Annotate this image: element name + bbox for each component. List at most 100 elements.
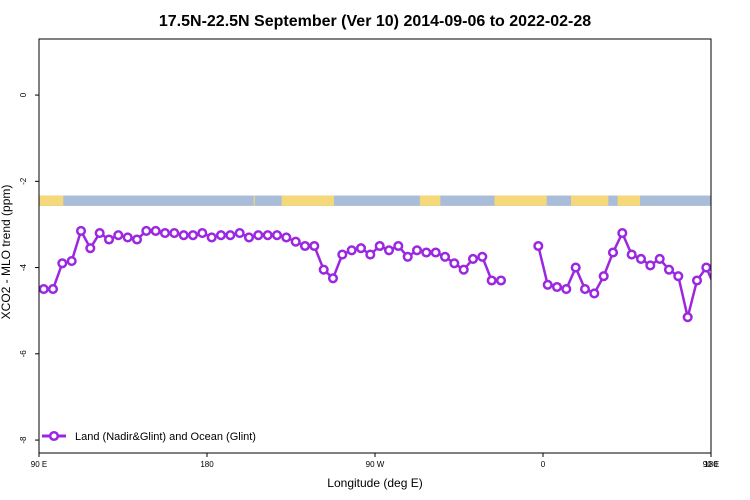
- data-point: [553, 283, 561, 291]
- data-point: [544, 281, 552, 289]
- data-point: [675, 272, 683, 280]
- data-point: [740, 255, 748, 263]
- data-point: [637, 255, 645, 263]
- data-point: [441, 253, 449, 261]
- data-point: [712, 285, 720, 293]
- data-point: [329, 275, 337, 283]
- data-point: [535, 242, 543, 250]
- ocean-band: [39, 196, 711, 206]
- x-tick-label: 180: [200, 460, 214, 469]
- legend: Land (Nadir&Glint) and Ocean (Glint): [42, 431, 256, 443]
- data-point: [273, 231, 281, 239]
- data-point: [264, 231, 272, 239]
- data-point: [292, 238, 300, 246]
- data-point: [460, 266, 468, 274]
- data-point: [133, 236, 141, 244]
- data-point: [77, 227, 85, 235]
- data-point: [619, 229, 627, 237]
- data-point: [581, 285, 589, 293]
- land-patch: [39, 196, 63, 206]
- data-point: [721, 285, 729, 293]
- data-point: [376, 242, 384, 250]
- data-point: [339, 251, 347, 259]
- data-point: [311, 242, 319, 250]
- data-point: [152, 227, 160, 235]
- data-point: [591, 290, 599, 298]
- x-axis-label: Longitude (deg E): [327, 476, 422, 490]
- y-tick-label: -2: [19, 177, 28, 185]
- data-point: [115, 231, 123, 239]
- data-point: [609, 249, 617, 257]
- land-patch: [571, 196, 608, 206]
- land-patch: [494, 196, 546, 206]
- data-point: [161, 229, 169, 237]
- data-point: [320, 266, 328, 274]
- y-tick-label: -4: [19, 263, 28, 271]
- data-point: [143, 227, 151, 235]
- land-patch: [420, 196, 441, 206]
- y-axis: 0 -2 -4 -6 -8: [19, 92, 39, 443]
- land-patch: [282, 196, 334, 206]
- data-point: [488, 277, 496, 285]
- data-point: [367, 251, 375, 259]
- data-point: [423, 249, 431, 257]
- data-point: [404, 253, 412, 261]
- data-point: [124, 234, 132, 242]
- x-tick-label: 180: [704, 460, 718, 469]
- data-point: [68, 257, 76, 265]
- data-point: [171, 229, 179, 237]
- land-patch: [618, 196, 640, 206]
- data-point: [236, 229, 244, 237]
- data-point: [395, 242, 403, 250]
- data-point: [105, 236, 113, 244]
- legend-marker: [50, 432, 58, 440]
- data-point: [432, 249, 440, 257]
- data-point: [469, 255, 477, 263]
- data-point: [413, 247, 421, 255]
- data-point: [180, 231, 188, 239]
- data-point: [451, 260, 459, 268]
- data-point: [731, 257, 739, 265]
- series-layer: [40, 227, 750, 321]
- data-point: [703, 264, 711, 272]
- x-tick-label: 90 E: [31, 460, 47, 469]
- data-point: [357, 244, 365, 252]
- data-point: [693, 277, 701, 285]
- y-tick-label: 0: [19, 92, 28, 97]
- legend-label: Land (Nadir&Glint) and Ocean (Glint): [75, 431, 256, 443]
- data-point: [628, 251, 636, 259]
- data-point: [385, 247, 393, 255]
- data-point: [245, 234, 253, 242]
- series-line: [538, 231, 750, 317]
- data-point: [208, 234, 216, 242]
- data-point: [217, 231, 225, 239]
- data-point: [199, 229, 207, 237]
- land-patch: [254, 196, 255, 206]
- data-point: [497, 277, 505, 285]
- data-point: [254, 231, 262, 239]
- landmask-strip: [39, 196, 711, 206]
- y-tick-label: -6: [19, 350, 28, 358]
- data-point: [563, 285, 571, 293]
- data-point: [348, 247, 356, 255]
- data-point: [189, 231, 197, 239]
- data-point: [647, 262, 655, 270]
- data-point: [301, 242, 309, 250]
- data-point: [96, 229, 104, 237]
- x-tick-label: 90 W: [366, 460, 385, 469]
- data-point: [283, 234, 291, 242]
- y-axis-label: XCO2 - MLO trend (ppm): [0, 185, 13, 320]
- data-point: [600, 272, 608, 280]
- data-point: [684, 313, 692, 321]
- chart-title: 17.5N-22.5N September (Ver 10) 2014-09-0…: [159, 13, 591, 30]
- data-point: [665, 266, 673, 274]
- data-point: [572, 264, 580, 272]
- data-point: [40, 285, 48, 293]
- data-point: [59, 260, 67, 268]
- data-point: [656, 255, 664, 263]
- data-point: [227, 231, 235, 239]
- data-point: [49, 285, 57, 293]
- data-point: [87, 244, 95, 252]
